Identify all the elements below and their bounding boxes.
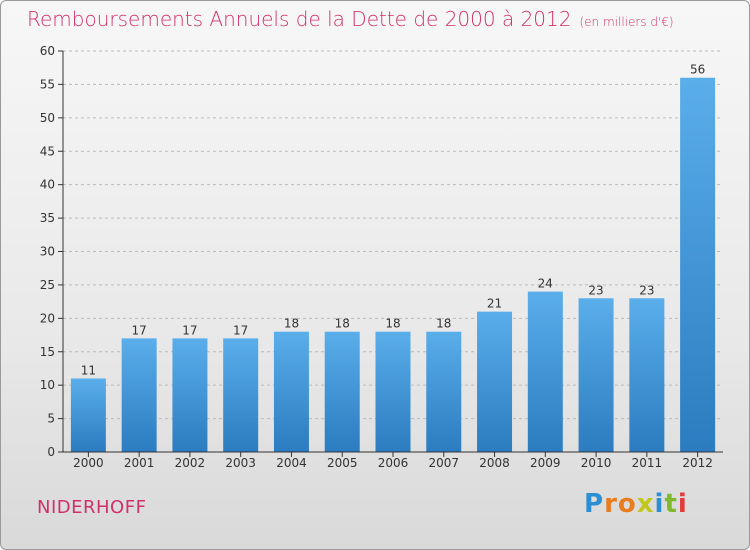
bar-value-label: 18	[436, 317, 451, 331]
logo-letter: x	[636, 489, 655, 519]
y-tick-label: 0	[47, 445, 55, 459]
bar-value-label: 24	[538, 277, 553, 291]
logo-letter: o	[617, 489, 637, 519]
y-tick-label: 20	[40, 311, 55, 325]
axes: 0 5 10 15 20 25 30 35 40 45 50 55 60 2000 2001 2002 2003…	[40, 44, 723, 470]
x-tick-label: 2001	[124, 456, 155, 470]
x-tick-label: 2011	[632, 456, 663, 470]
bar-value-label: 18	[284, 317, 299, 331]
bar	[70, 378, 106, 452]
bar	[578, 298, 614, 452]
bar	[527, 291, 563, 452]
x-tick-label: 2009	[530, 456, 561, 470]
y-tick-label: 30	[40, 245, 55, 259]
bar	[375, 331, 411, 452]
bar	[629, 298, 665, 452]
x-tick-label: 2002	[175, 456, 206, 470]
x-tick-label: 2006	[378, 456, 409, 470]
bar	[172, 338, 208, 452]
y-tick-label: 25	[40, 278, 55, 292]
x-tick-label: 2008	[479, 456, 510, 470]
logo-letter: r	[604, 489, 618, 519]
bar-value-label: 17	[132, 323, 147, 337]
bar-value-label: 18	[335, 317, 350, 331]
y-tick-label: 15	[40, 345, 55, 359]
x-tick-label: 2012	[682, 456, 713, 470]
bar-value-label: 17	[182, 323, 197, 337]
commune-name: NIDERHOFF	[37, 497, 147, 518]
y-tick-label: 60	[40, 44, 55, 58]
bars: 11 17 17 17 18 18 18 18 21 24 23 23 56	[70, 63, 716, 452]
logo-letter: P	[584, 489, 605, 519]
x-tick-label: 2010	[581, 456, 612, 470]
bar-value-label: 23	[588, 283, 603, 297]
y-tick-label: 40	[40, 178, 55, 192]
bar	[223, 338, 259, 452]
logo-letter: t	[664, 489, 678, 519]
bar	[324, 331, 360, 452]
proxiti-logo: Proxiti	[584, 489, 688, 519]
bar	[121, 338, 157, 452]
chart-title: Remboursements Annuels de la Dette de 20…	[27, 7, 674, 31]
x-tick-label: 2004	[276, 456, 307, 470]
logo-letter: i	[677, 489, 688, 519]
y-tick-label: 10	[40, 378, 55, 392]
x-tick-label: 2005	[327, 456, 358, 470]
x-tick-label: 2000	[73, 456, 104, 470]
bar-value-label: 56	[690, 63, 705, 77]
bar	[680, 77, 716, 452]
bar-value-label: 18	[385, 317, 400, 331]
bar-value-label: 23	[639, 283, 654, 297]
bar-value-label: 11	[81, 363, 96, 377]
bar	[477, 311, 513, 452]
bar	[273, 331, 309, 452]
y-tick-label: 5	[47, 412, 55, 426]
y-tick-label: 50	[40, 111, 55, 125]
bar-value-label: 21	[487, 297, 502, 311]
y-tick-label: 55	[40, 77, 55, 91]
logo-letter: i	[654, 489, 665, 519]
x-tick-label: 2003	[225, 456, 256, 470]
title-text: Remboursements Annuels de la Dette de 20…	[27, 7, 572, 31]
unit-label: (en milliers d'€)	[579, 15, 674, 29]
x-tick-label: 2007	[428, 456, 459, 470]
y-tick-label: 35	[40, 211, 55, 225]
bar-value-label: 17	[233, 323, 248, 337]
y-tick-label: 45	[40, 144, 55, 158]
bar	[426, 331, 462, 452]
